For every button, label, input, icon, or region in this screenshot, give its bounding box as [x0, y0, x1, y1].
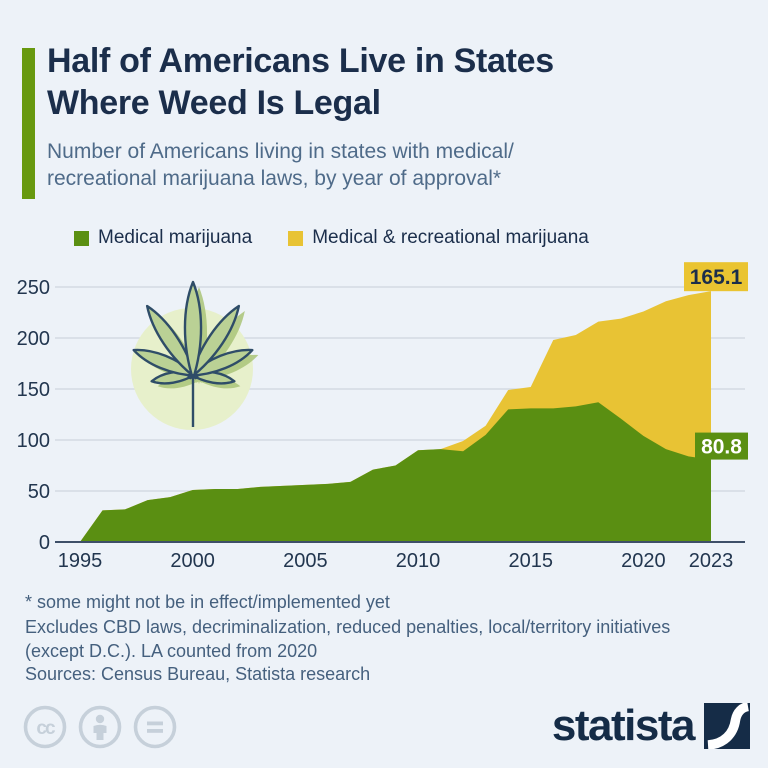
statista-logo-icon [704, 703, 750, 749]
value-label-box-0 [684, 262, 748, 292]
title-line-1: Half of Americans Live in States [47, 42, 554, 80]
footnote-line-2: Excludes CBD laws, decriminalization, re… [25, 616, 671, 637]
value-label-text-0: 165.1 [690, 266, 743, 289]
leaf-leaflet [189, 304, 241, 380]
legend: Medical marijuana Medical & recreational… [74, 227, 589, 249]
statista-wordmark: statista [551, 701, 696, 750]
page-title: Half of Americans Live in States Where W… [47, 40, 554, 124]
license-icons: cc [22, 704, 178, 750]
x-tick-label-2015: 2015 [508, 550, 553, 572]
leaf-leaflet [145, 304, 197, 380]
legend-item-medical: Medical marijuana [74, 227, 252, 249]
no-derivatives-icon[interactable] [132, 704, 178, 750]
footnotes: * some might not be in effect/implemente… [25, 590, 670, 664]
cc-icon[interactable]: cc [22, 704, 68, 750]
legend-swatch-recreational [288, 230, 304, 246]
y-tick-label-50: 50 [28, 481, 50, 503]
legend-item-recreational: Medical & recreational marijuana [288, 227, 589, 249]
x-tick-label-2010: 2010 [396, 550, 441, 572]
value-label-layer: 165.1 80.8 [684, 262, 748, 460]
area-medical [80, 402, 711, 542]
value-label-text-1: 80.8 [701, 436, 742, 459]
title-accent-bar [22, 48, 35, 199]
legend-swatch-medical [74, 230, 89, 246]
x-tick-label-1995: 1995 [58, 550, 103, 572]
y-tick-label-100: 100 [17, 430, 50, 452]
x-tick-label-2020: 2020 [621, 550, 666, 572]
chart-subtitle: Number of Americans living in states wit… [47, 138, 514, 192]
x-tick-label-2005: 2005 [283, 550, 328, 572]
footnote-line-1: * some might not be in effect/implemente… [25, 592, 390, 612]
value-label-box-1 [695, 432, 748, 460]
legend-label-recreational: Medical & recreational marijuana [312, 227, 589, 248]
statista-logo[interactable]: statista [552, 702, 750, 750]
svg-text:cc: cc [36, 718, 56, 739]
y-tick-label-250: 250 [17, 277, 50, 299]
attribution-icon[interactable] [77, 704, 123, 750]
axis-layer: 0 50 100 150 200 250 1995 2000 2005 2010 2015 2020 2… [17, 277, 745, 572]
y-tick-label-200: 200 [17, 328, 50, 350]
subtitle-line-1: Number of Americans living in states wit… [47, 140, 514, 163]
title-line-2: Where Weed Is Legal [47, 84, 381, 122]
sources-line: Sources: Census Bureau, Statista researc… [25, 664, 371, 684]
area-layer [80, 291, 711, 542]
footnote-line-3: (except D.C.). LA counted from 2020 [25, 641, 318, 661]
leaf-leaflet [183, 280, 203, 381]
y-tick-label-0: 0 [39, 532, 50, 554]
x-tick-label-2000: 2000 [170, 550, 215, 572]
x-tick-label-2023: 2023 [689, 550, 734, 572]
subtitle-line-2: recreational marijuana laws, by year of … [47, 167, 502, 190]
legend-label-medical: Medical marijuana [98, 227, 253, 248]
cannabis-leaf-illustration [131, 280, 259, 430]
y-tick-label-150: 150 [17, 379, 50, 401]
